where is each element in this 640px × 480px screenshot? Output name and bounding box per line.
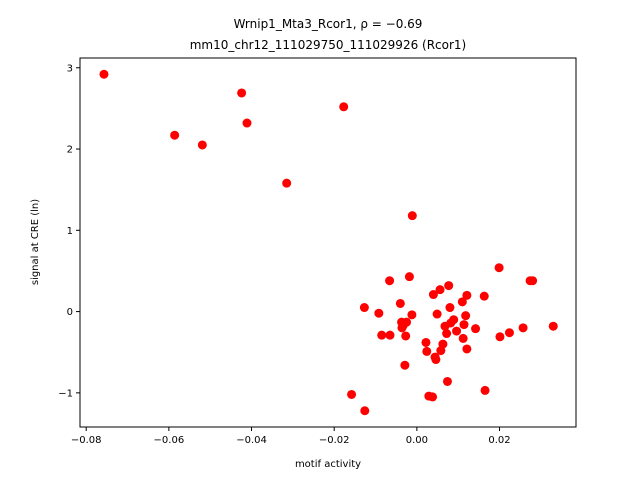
chart-title-line2: mm10_chr12_111029750_111029926 (Rcor1) [190,38,467,52]
data-point [428,290,438,300]
data-point [462,344,472,354]
data-point [548,321,558,331]
data-point [431,355,441,365]
x-tick-label: 0.02 [488,435,510,446]
data-point [442,329,452,339]
x-tick-label: −0.08 [71,435,102,446]
data-point [359,303,369,313]
x-tick-label: −0.04 [236,435,267,446]
y-tick-label: −1 [58,388,73,399]
data-point [462,290,472,300]
y-tick-label: 0 [67,307,73,318]
data-point [480,385,490,395]
data-point [504,328,514,338]
data-point [432,309,442,319]
y-axis-ticks: −1 0 1 2 3 [58,63,80,399]
data-point [435,285,445,295]
data-point [438,339,448,349]
data-point [518,323,528,333]
data-point [461,311,471,321]
x-axis-label: motif activity [295,459,361,470]
data-point [404,272,414,282]
data-point [407,211,417,221]
x-axis-ticks: −0.08 −0.06 −0.04 −0.02 0.00 0.02 [71,427,511,446]
chart-title-line1: Wrnip1_Mta3_Rcor1, ρ = −0.69 [234,17,423,31]
data-point [385,330,395,340]
data-point [401,331,411,341]
data-point [395,298,405,308]
data-point [385,276,395,286]
data-point [458,333,468,343]
data-point [528,276,538,286]
data-point [400,360,410,370]
data-point [170,130,180,140]
y-tick-label: 3 [67,63,73,74]
data-point [479,291,489,301]
data-point [428,392,438,402]
data-point [422,346,432,356]
data-point [449,315,459,325]
data-point [407,310,417,320]
y-axis-label: signal at CRE (ln) [30,199,41,285]
data-point [339,102,349,112]
data-point [442,376,452,386]
data-point [444,281,454,291]
x-tick-label: 0.00 [406,435,428,446]
data-point [494,263,504,273]
data-point [457,297,467,307]
x-tick-label: −0.06 [154,435,185,446]
data-point [360,406,370,416]
data-point [99,69,109,79]
data-point [237,88,247,98]
data-point [459,320,469,330]
y-tick-label: 1 [67,226,73,237]
data-point [445,303,455,313]
data-point [347,389,357,399]
data-point [374,308,384,318]
data-points [99,69,558,416]
data-point [402,317,412,327]
data-point [471,324,481,334]
data-point [242,118,252,128]
data-point [282,178,292,188]
data-point [421,337,431,347]
data-point [377,330,387,340]
data-point [452,326,462,336]
y-tick-label: 2 [67,145,73,156]
plot-frame [79,57,577,428]
data-point [197,140,207,150]
data-point [495,332,505,342]
x-tick-label: −0.02 [319,435,350,446]
